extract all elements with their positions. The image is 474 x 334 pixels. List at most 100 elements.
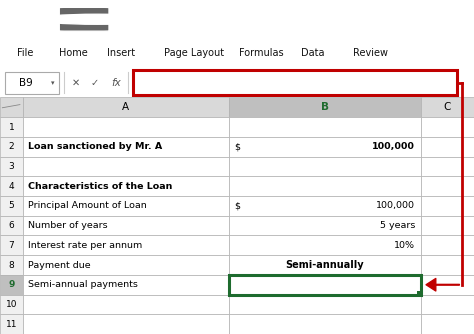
Bar bbox=[23, 314, 229, 334]
Text: 2: 2 bbox=[9, 142, 14, 151]
Text: 11: 11 bbox=[6, 320, 17, 329]
Text: Data: Data bbox=[301, 48, 325, 58]
Bar bbox=[229, 255, 421, 275]
Text: B9: B9 bbox=[19, 78, 33, 88]
Bar bbox=[23, 275, 229, 295]
Text: ✕: ✕ bbox=[72, 78, 80, 88]
Text: Off: Off bbox=[70, 17, 80, 22]
Bar bbox=[23, 137, 229, 157]
Bar bbox=[23, 98, 229, 117]
Bar bbox=[229, 196, 421, 216]
Bar bbox=[421, 295, 474, 314]
Text: 100,000: 100,000 bbox=[376, 201, 415, 210]
Text: Characteristics of the Loan: Characteristics of the Loan bbox=[28, 182, 173, 191]
Text: 4: 4 bbox=[9, 182, 14, 191]
Bar bbox=[23, 157, 229, 176]
Bar bbox=[23, 117, 229, 137]
Text: 9: 9 bbox=[8, 280, 15, 289]
Text: ✓: ✓ bbox=[91, 78, 99, 88]
Text: 10%: 10% bbox=[394, 241, 415, 250]
Text: 10: 10 bbox=[6, 300, 17, 309]
Bar bbox=[23, 216, 229, 235]
Bar bbox=[421, 196, 474, 216]
Text: Home: Home bbox=[59, 48, 88, 58]
Text: 1: 1 bbox=[9, 123, 14, 132]
Text: Interest rate per annum: Interest rate per annum bbox=[28, 241, 143, 250]
Text: ↹▾: ↹▾ bbox=[156, 15, 168, 24]
Bar bbox=[0, 255, 23, 275]
Bar bbox=[23, 196, 229, 216]
Text: $: $ bbox=[235, 142, 241, 151]
Text: B: B bbox=[321, 102, 329, 112]
Text: Semi-annual payments: Semi-annual payments bbox=[28, 280, 138, 289]
Text: A: A bbox=[122, 102, 129, 112]
Text: $: $ bbox=[235, 201, 241, 210]
Text: File: File bbox=[17, 48, 33, 58]
Bar bbox=[229, 295, 421, 314]
Bar bbox=[133, 70, 457, 95]
Bar bbox=[421, 255, 474, 275]
Bar bbox=[421, 216, 474, 235]
Bar bbox=[421, 98, 474, 117]
Bar bbox=[23, 295, 229, 314]
Text: Payment due: Payment due bbox=[28, 261, 91, 270]
Bar bbox=[421, 314, 474, 334]
Bar bbox=[0, 275, 23, 295]
Bar bbox=[229, 216, 421, 235]
Text: Insert: Insert bbox=[107, 48, 135, 58]
Bar bbox=[0, 117, 23, 137]
Bar bbox=[421, 235, 474, 255]
Bar bbox=[421, 117, 474, 137]
Text: Review: Review bbox=[353, 48, 388, 58]
FancyBboxPatch shape bbox=[59, 7, 109, 31]
Bar bbox=[0, 235, 23, 255]
Text: ■: ■ bbox=[246, 16, 253, 22]
Text: 6: 6 bbox=[9, 221, 14, 230]
Text: fx: fx bbox=[111, 78, 121, 88]
Bar bbox=[0, 157, 23, 176]
Text: 8: 8 bbox=[9, 261, 14, 270]
Text: ($12,950.46): ($12,950.46) bbox=[293, 280, 356, 290]
Bar bbox=[421, 275, 474, 295]
Bar bbox=[417, 291, 423, 296]
Text: C: C bbox=[444, 102, 451, 112]
Text: ▾: ▾ bbox=[51, 80, 55, 86]
Bar bbox=[229, 275, 421, 295]
Text: =PMT(10%/2, 5*2, 100000): =PMT(10%/2, 5*2, 100000) bbox=[220, 78, 373, 88]
Text: 7: 7 bbox=[9, 241, 14, 250]
Bar bbox=[229, 117, 421, 137]
Bar bbox=[229, 157, 421, 176]
Bar bbox=[421, 137, 474, 157]
Bar bbox=[229, 275, 421, 295]
Text: Page Layout: Page Layout bbox=[164, 48, 224, 58]
Text: 💾: 💾 bbox=[118, 14, 124, 24]
Bar bbox=[421, 157, 474, 176]
Bar bbox=[0, 314, 23, 334]
Text: Principal Amount of Loan: Principal Amount of Loan bbox=[28, 201, 147, 210]
Bar bbox=[229, 137, 421, 157]
Text: Formulas: Formulas bbox=[239, 48, 284, 58]
Bar bbox=[23, 176, 229, 196]
Bar bbox=[23, 235, 229, 255]
Bar bbox=[0, 176, 23, 196]
Bar bbox=[229, 314, 421, 334]
Text: 5: 5 bbox=[9, 201, 14, 210]
Bar bbox=[0, 216, 23, 235]
Bar bbox=[0, 98, 23, 117]
Text: Loan sanctioned by Mr. A: Loan sanctioned by Mr. A bbox=[28, 142, 163, 151]
Text: 3: 3 bbox=[9, 162, 14, 171]
Bar bbox=[0, 196, 23, 216]
Text: ↻▾: ↻▾ bbox=[204, 15, 215, 24]
Bar bbox=[5, 71, 59, 94]
Bar bbox=[229, 235, 421, 255]
Text: 100,000: 100,000 bbox=[373, 142, 415, 151]
Text: Semi-annually: Semi-annually bbox=[286, 260, 364, 270]
Circle shape bbox=[36, 14, 159, 24]
FancyArrowPatch shape bbox=[426, 279, 459, 291]
Bar bbox=[23, 255, 229, 275]
Text: AutoSave: AutoSave bbox=[9, 15, 58, 24]
Bar bbox=[421, 176, 474, 196]
Bar bbox=[0, 295, 23, 314]
Bar bbox=[229, 176, 421, 196]
Bar bbox=[229, 98, 421, 117]
